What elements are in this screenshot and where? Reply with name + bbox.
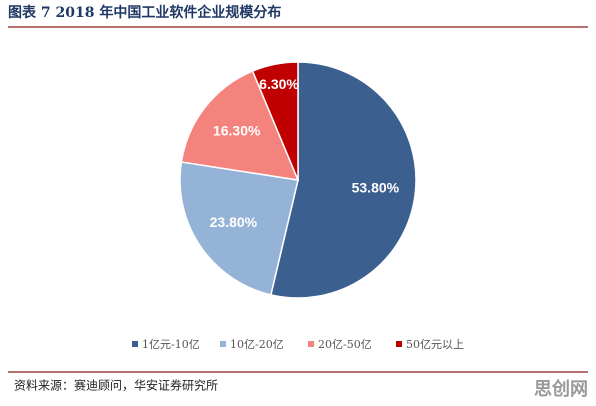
pie-slice [251, 61, 299, 181]
pie-slice [179, 161, 299, 296]
legend-swatch [308, 341, 314, 347]
pie-slice [269, 61, 417, 299]
value-label: 6.30% [259, 76, 299, 92]
pie-slice [180, 70, 300, 181]
chart-title: 图表 7 2018 年中国工业软件企业规模分布 [8, 4, 281, 21]
legend-swatch [396, 341, 402, 347]
legend-label: 20亿-50亿 [318, 338, 372, 351]
watermark: 思创网 [534, 378, 588, 400]
legend-label: 50亿元以上 [406, 338, 464, 351]
source: 资料来源：赛迪顾问，华安证券研究所 [14, 378, 218, 393]
value-label: 16.30% [213, 123, 261, 139]
legend-swatch [220, 341, 226, 347]
legend-label: 10亿-20亿 [230, 338, 284, 351]
value-label: 53.80% [352, 180, 400, 196]
value-label: 23.80% [210, 214, 258, 230]
legend-label: 1亿元-10亿 [142, 338, 200, 351]
legend-swatch [132, 341, 138, 347]
